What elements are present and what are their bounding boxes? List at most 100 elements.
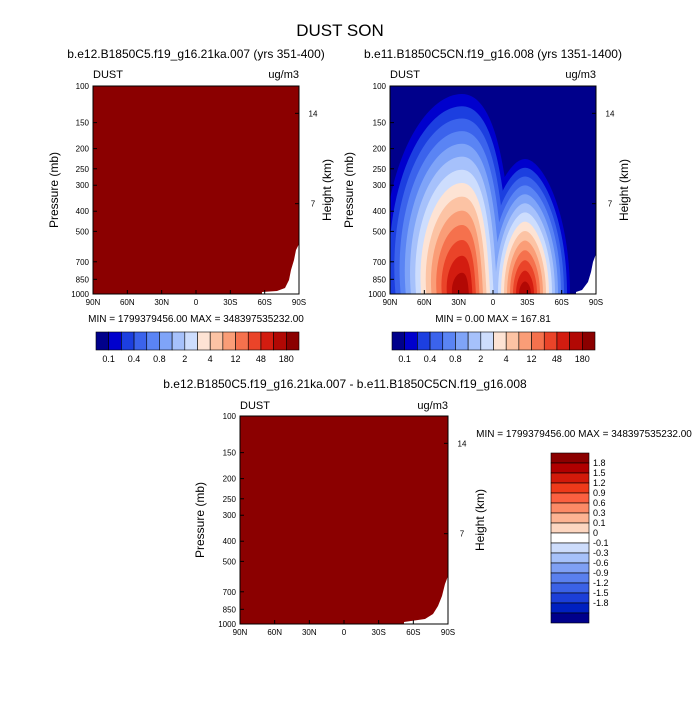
colorbar-box [133,331,148,351]
colorbar-label: -1.8 [593,598,609,608]
colorbar-box [550,562,590,574]
y-tick-label: 150 [76,119,90,128]
panel-1-missing-region [262,244,299,294]
colorbar-label: 1.5 [593,468,606,478]
colorbar-label: -1.5 [593,588,609,598]
colorbar-box [543,331,558,351]
colorbar-panel-2: 0.1 0.4 0.8 2 4 12 48 180 [391,331,596,364]
y-tick-label: 200 [373,145,387,154]
x-tick-label: 90S [441,628,455,637]
colorbar-label: -1.2 [593,578,609,588]
colorbar-box [467,331,482,351]
colorbar-label: 0.8 [449,354,462,364]
colorbar-box [222,331,236,351]
y-tick-label: 300 [373,181,387,190]
colorbar-label: 0.6 [593,498,606,508]
height-tick-label: 7 [608,200,613,209]
x-tick-label: 30N [451,298,466,307]
colorbar-box [184,331,198,351]
y-tick-label: 500 [76,227,90,236]
colorbar-box [493,331,507,351]
colorbar-box [550,452,590,464]
panel-3-title: b.e12.B1850C5.f19_g16.21ka.007 - b.e11.B… [163,377,527,391]
colorbar-box [171,331,186,351]
panel-3-missing-region [404,576,448,624]
colorbar-label: 48 [552,354,562,364]
colorbar-box [480,331,494,351]
colorbar-box [391,331,405,351]
colorbar-box [550,462,590,474]
y-tick-label: 250 [76,165,90,174]
y-tick-label: 200 [76,145,90,154]
plume-north-contour [451,272,469,294]
panel-3-ylabel-right: Height (km) [473,489,487,551]
y-tick-label: 100 [223,412,237,421]
colorbar-box [550,522,590,534]
colorbar-box [197,331,211,351]
y-tick-label: 300 [76,181,90,190]
colorbar-box [582,331,596,351]
colorbar-box [518,331,532,351]
colorbar-label: 0.4 [424,354,437,364]
colorbar-box [556,331,570,351]
height-tick-label: 14 [309,109,318,118]
colorbar-label: 180 [279,354,294,364]
panel-2-ylabel-right: Height (km) [617,159,631,221]
colorbar-box [209,331,224,351]
colorbar-box [121,331,135,351]
x-tick-label: 30S [520,298,534,307]
colorbar-box [404,331,418,351]
panel-3-left-label: DUST [240,400,270,412]
panel-2-stats: MIN = 0.00 MAX = 167.81 [435,314,551,325]
colorbar-label: 0.3 [593,508,606,518]
colorbar-box [95,331,109,351]
colorbar-label: 0.4 [128,354,141,364]
y-tick-label: 400 [373,207,387,216]
x-tick-label: 60N [120,298,135,307]
panel-3-field [240,416,448,624]
x-tick-label: 60N [267,628,282,637]
colorbar-difference: 1.81.51.20.90.60.30.10-0.1-0.3-0.6-0.9-1… [550,452,609,624]
colorbar-box [455,331,469,351]
colorbar-box [159,331,173,351]
colorbar-box [417,331,431,351]
y-tick-label: 250 [373,165,387,174]
colorbar-label: 0.9 [593,488,606,498]
colorbar-box [442,331,456,351]
colorbar-box [550,532,590,544]
x-tick-label: 30N [302,628,317,637]
colorbar-panel-1: 0.1 0.4 0.8 2 4 12 48 180 [95,331,300,364]
panel-1-left-label: DUST [93,69,123,81]
colorbar-box [550,482,590,494]
height-tick-label: 14 [458,439,467,448]
colorbar-box [235,331,249,351]
y-tick-label: 500 [373,227,387,236]
colorbar-box [550,552,590,564]
y-tick-label: 1000 [71,290,89,299]
panel-3-units-label: ug/m3 [417,400,448,412]
colorbar-label: 1.2 [593,478,606,488]
panel-1-units-label: ug/m3 [268,69,299,81]
height-tick-label: 7 [311,200,316,209]
x-tick-label: 60S [406,628,420,637]
y-tick-label: 300 [223,511,237,520]
x-tick-label: 60N [417,298,432,307]
panel-2-title: b.e11.B1850C5CN.f19_g16.008 (yrs 1351-14… [364,47,622,61]
colorbar-label: 4 [208,354,213,364]
colorbar-label: 1.8 [593,458,606,468]
colorbar-box [569,331,583,351]
x-tick-label: 90S [292,298,306,307]
colorbar-label: 12 [231,354,241,364]
panel-1-title: b.e12.B1850C5.f19_g16.21ka.007 (yrs 351-… [67,47,325,61]
y-tick-label: 850 [223,605,237,614]
colorbar-box [550,582,590,594]
x-tick-label: 30N [154,298,169,307]
x-tick-label: 90N [383,298,398,307]
y-tick-label: 700 [223,588,237,597]
panel-2-missing-region [576,254,596,294]
figure-title: DUST SON [296,21,384,40]
colorbar-box [550,592,590,604]
y-tick-label: 100 [373,82,387,91]
colorbar-box [550,512,590,524]
colorbar-box [429,331,444,351]
